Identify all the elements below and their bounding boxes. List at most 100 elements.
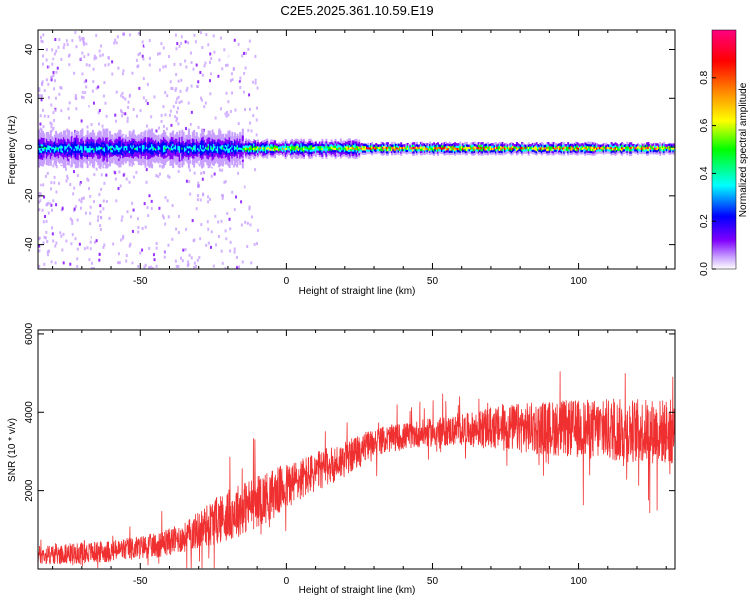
spectrogram-cell [181, 156, 184, 159]
spectrogram-cell [280, 152, 283, 156]
spectrogram-cell [203, 137, 206, 140]
spectrogram-cell [237, 42, 240, 46]
spectrogram-cell [88, 63, 91, 67]
spectrogram-cell [103, 142, 106, 146]
spectrogram-cell [109, 161, 112, 165]
spectrogram-cell [368, 149, 371, 152]
spectrogram-cell [38, 94, 41, 98]
spectrogram-cell [308, 154, 311, 157]
spectrogram-cell [193, 151, 196, 155]
spectrogram-cell [106, 135, 109, 138]
spectrogram-cell [141, 135, 144, 139]
spectrogram-cell [467, 144, 470, 148]
spectrogram-cell [185, 156, 188, 160]
spectrogram-cell [657, 144, 660, 147]
spectrogram-cell [59, 132, 62, 136]
spectrogram-cell [98, 49, 101, 53]
spectrogram-cell [204, 61, 207, 65]
spectrogram-cell [486, 146, 489, 149]
spectrogram-cell [166, 94, 169, 98]
spectrogram-cell [266, 153, 269, 157]
spectrogram-cell [93, 154, 96, 158]
spectrogram-cell [61, 148, 64, 151]
spectrogram-cell [185, 65, 188, 69]
spectrogram-cell [377, 151, 380, 154]
spectrogram-cell [459, 141, 462, 145]
spectrogram-cell [215, 150, 218, 154]
spectrogram-cell [430, 143, 433, 146]
spectrogram-cell [534, 150, 537, 153]
spectrogram-cell [575, 141, 578, 145]
spectrogram-cell [454, 144, 457, 147]
spectrogram-cell [62, 145, 65, 149]
spectrogram-cell [49, 152, 52, 155]
spectrogram-cell [58, 38, 61, 42]
spectrogram-cell [214, 214, 217, 218]
spectrogram-cell [249, 121, 252, 125]
spectrogram-cell [51, 158, 54, 161]
spectrogram-cell [334, 145, 337, 148]
spectrogram-cell [200, 253, 203, 257]
spectrogram-cell [157, 149, 160, 153]
spectrogram-cell [44, 140, 47, 143]
spectrogram-cell [239, 149, 242, 152]
spectrogram-cell [43, 133, 46, 136]
spectrogram-cell [248, 207, 251, 211]
spectrogram-cell [181, 131, 184, 135]
spectrogram-cell [253, 147, 256, 151]
spectrogram-cell [176, 136, 179, 139]
spectrogram-cell [665, 148, 668, 152]
spectrogram-cell [65, 152, 68, 156]
spectrogram-cell [89, 205, 92, 209]
spectrogram-cell [80, 67, 83, 71]
spectrogram-cell [153, 156, 156, 159]
spectrogram-cell [201, 146, 204, 149]
spectrogram-cell [451, 152, 454, 156]
spectrogram-cell [123, 32, 126, 36]
spectrogram-cell [303, 145, 306, 148]
spectrogram-cell [219, 150, 222, 153]
spectrogram-cell [229, 240, 232, 244]
spectrogram-cell [114, 113, 117, 117]
spectrogram-cell [211, 147, 214, 150]
spectrogram-cell [254, 81, 257, 85]
spectrogram-cell [481, 150, 484, 154]
spectrogram-cell [492, 149, 495, 153]
spectrogram-cell [296, 147, 299, 151]
spectrogram-cell [119, 151, 122, 155]
spectrogram-cell [569, 150, 572, 153]
spectrogram-cell [73, 144, 76, 147]
spectrogram-cell [251, 147, 254, 151]
spectrogram-cell [630, 146, 633, 150]
spectrogram-cell [122, 144, 125, 148]
spectrogram-cell [301, 155, 304, 158]
spectrogram-cell [222, 153, 225, 157]
spectrogram-cell [52, 150, 55, 154]
spectrogram-cell [429, 145, 432, 149]
spectrogram-cell [181, 153, 184, 157]
spectrogram-cell [132, 145, 135, 148]
spectrogram-cell [105, 155, 108, 158]
spectrogram-cell [188, 180, 191, 184]
spectrogram-cell [143, 162, 146, 165]
spectrogram-cell [178, 148, 181, 151]
spectrogram-cell [48, 158, 51, 162]
spectrogram-cell [60, 147, 63, 150]
spectrogram-cell [93, 163, 96, 166]
spectrogram-cell [267, 153, 270, 156]
spectrogram-cell [364, 148, 367, 151]
spectrogram-cell [459, 146, 462, 149]
spectrogram-cell [85, 145, 88, 149]
spectrogram-cell [330, 143, 333, 147]
spectrogram-cell [508, 143, 511, 147]
spectrogram-cell [139, 109, 142, 113]
spectrogram-cell [296, 156, 299, 159]
spectrogram-cell [455, 143, 458, 146]
spectrogram-cell [176, 131, 179, 135]
spectrogram-cell [532, 151, 535, 154]
spectrogram-cell [312, 147, 315, 150]
spectrogram-cell [506, 150, 509, 154]
spectrogram-cell [532, 144, 535, 148]
spectrogram-cell [325, 156, 328, 159]
spectrogram-cell [203, 157, 206, 160]
